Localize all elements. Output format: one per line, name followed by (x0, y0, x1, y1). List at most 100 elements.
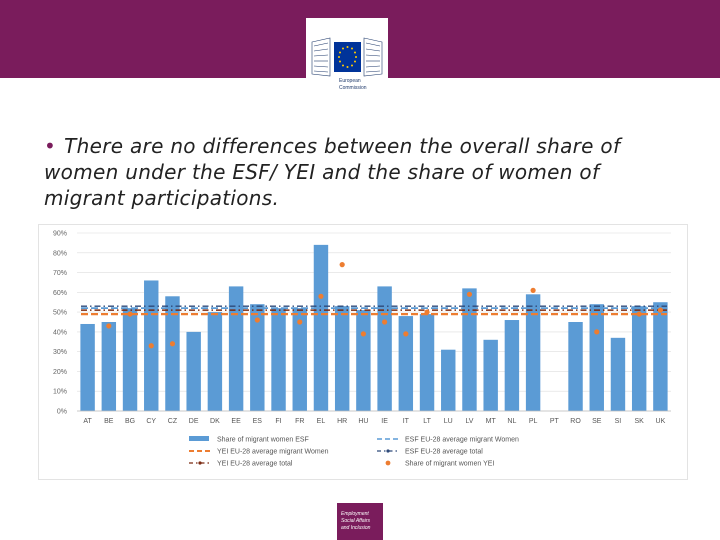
legend-swatch (385, 460, 391, 466)
x-tick-label: IE (381, 418, 388, 425)
bar-DK (207, 312, 223, 411)
bar-LT (419, 314, 435, 411)
dot-SK (636, 311, 642, 317)
x-tick-label: HR (337, 418, 347, 425)
bar-chart: 0% 10% 20% 30% 40% 50% 60% 70% 80% 90% AT BE BG CY CZ D… (53, 231, 671, 468)
bar-NL (504, 320, 520, 411)
x-tick-label: PL (529, 418, 538, 425)
dot-ES (254, 317, 260, 323)
dot-FR (297, 319, 303, 325)
x-tick-label: LU (444, 418, 453, 425)
bar-SI (610, 337, 626, 411)
dot-SE (594, 329, 600, 335)
bar-LU (441, 349, 456, 411)
bar-IE (377, 286, 392, 411)
legend-swatch (189, 436, 209, 441)
x-tick-label: CZ (168, 418, 178, 425)
legend-label: YEI EU-28 average migrant Women (217, 449, 329, 456)
logo-text-line1: European (339, 78, 361, 84)
y-tick-label: 50% (53, 310, 67, 317)
y-tick-label: 80% (53, 250, 67, 257)
dot-IE (382, 319, 388, 325)
y-tick-label: 20% (53, 369, 67, 376)
dot-PL (530, 287, 536, 293)
bar-FI (271, 308, 286, 411)
slide-title: • There are no differences between the ov… (44, 133, 684, 211)
x-tick-label: CY (146, 418, 156, 425)
legend-label: ESF EU-28 average migrant Women (405, 437, 519, 444)
bar-UK (653, 302, 668, 411)
x-tick-label: RO (570, 418, 581, 425)
bar-AT (80, 323, 95, 411)
x-tick-label: ES (253, 418, 263, 425)
footer-logo-line1: Employment (341, 511, 369, 517)
bar-FR (292, 308, 307, 411)
bar-BE (101, 322, 117, 411)
dot-BE (106, 323, 112, 329)
y-tick-label: 60% (53, 290, 67, 297)
bar-HR (334, 306, 350, 411)
dot-UK (657, 307, 663, 313)
employment-social-affairs-logo: Employment Social Affairs and Inclusion (337, 503, 383, 540)
bar-SK (631, 306, 647, 411)
x-tick-label: PT (550, 418, 560, 425)
y-tick-label: 70% (53, 270, 67, 277)
x-tick-label: EE (231, 418, 241, 425)
bar-SE (589, 304, 604, 411)
legend-label: YEI EU-28 average total (217, 461, 293, 468)
y-tick-label: 40% (53, 329, 67, 336)
footer-logo-line2: Social Affairs (341, 518, 370, 524)
bar-MT (483, 339, 498, 411)
european-commission-logo: European Commission (306, 18, 388, 98)
dot-CZ (169, 341, 176, 347)
ec-building-icon (311, 37, 383, 77)
y-tick-label: 10% (53, 389, 67, 396)
legend-label: Share of migrant women YEI (405, 461, 494, 468)
x-tick-label: LV (465, 418, 473, 425)
slide-title-text: There are no differences between the ove… (44, 134, 621, 210)
bar-PL (525, 294, 541, 411)
legend-swatch-dot (386, 449, 390, 453)
legend-label: Share of migrant women ESF (217, 437, 309, 444)
bar-HU (356, 310, 371, 411)
dot-LV (466, 291, 473, 297)
x-tick-label: HU (358, 418, 368, 425)
x-tick-label: LT (423, 418, 431, 425)
dot-BG (127, 311, 133, 317)
x-tick-label: NL (507, 418, 516, 425)
x-tick-label: UK (656, 418, 666, 425)
dot-EL (318, 293, 324, 299)
x-tick-label: MT (486, 418, 497, 425)
dot-LT (424, 309, 430, 315)
x-tick-label: IT (403, 418, 410, 425)
legend-label: ESF EU-28 average total (405, 449, 483, 456)
x-tick-label: BG (125, 418, 135, 425)
bar-CZ (165, 296, 180, 411)
x-tick-label: FI (275, 418, 281, 425)
x-tick-label: SI (615, 418, 622, 425)
x-tick-label: EL (317, 418, 326, 425)
x-tick-label: DK (210, 418, 220, 425)
bar-LV (462, 288, 477, 411)
y-tick-label: 0% (57, 409, 67, 416)
y-tick-label: 90% (53, 231, 67, 238)
dot-HR (339, 262, 345, 268)
footer-logo-line3: and Inclusion (341, 525, 371, 531)
x-tick-label: SE (592, 418, 602, 425)
dot-IT (403, 331, 409, 337)
bar-ES (250, 304, 265, 411)
y-tick-label: 30% (53, 349, 67, 356)
x-tick-label: AT (83, 418, 92, 425)
x-tick-label: BE (104, 418, 114, 425)
x-tick-label: SK (635, 418, 645, 425)
bar-BG (122, 308, 138, 411)
legend-swatch-dot (198, 461, 202, 465)
logo-text-line2: Commission (339, 85, 367, 91)
bar-IT (398, 316, 414, 411)
bar-EL (313, 244, 329, 411)
bar-EE (228, 286, 244, 411)
x-tick-label: FR (295, 418, 304, 425)
bar-RO (568, 322, 583, 411)
bullet-icon: • (44, 134, 57, 158)
chart-container: 0% 10% 20% 30% 40% 50% 60% 70% 80% 90% AT BE BG CY CZ D… (38, 224, 688, 480)
